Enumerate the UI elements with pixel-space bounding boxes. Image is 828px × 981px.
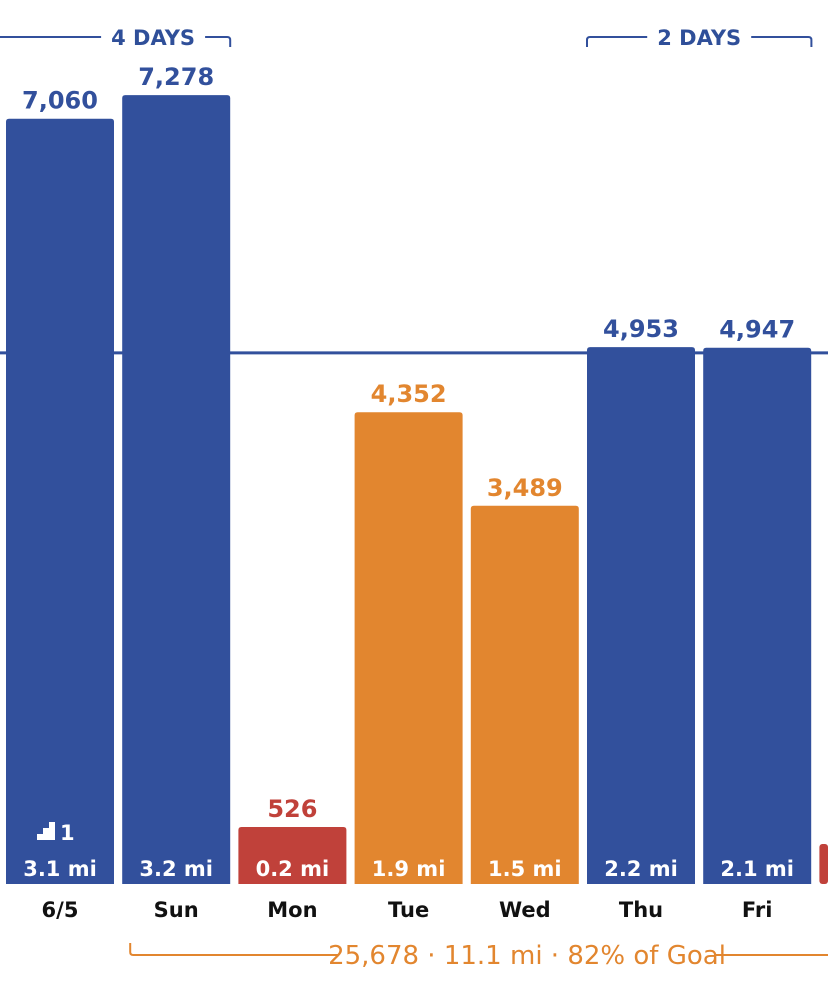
bar: [587, 347, 695, 884]
summary-bracket: [129, 943, 828, 956]
streak-bracket: [0, 36, 232, 47]
bar-value-label: 4,352: [371, 380, 447, 408]
bar-distance-label: 1.5 mi: [488, 857, 562, 881]
streak-bracket: [586, 36, 813, 47]
bar-distance-label: 1.9 mi: [372, 857, 446, 881]
bar-value-label: 4,947: [719, 316, 795, 344]
bar: [703, 347, 812, 884]
bar: [122, 95, 231, 884]
bar-value-label: 4,953: [603, 315, 679, 343]
x-tick-label: Tue: [388, 898, 429, 922]
bar: [238, 826, 347, 884]
bar-distance-label: 2.2 mi: [604, 857, 678, 881]
bar-value-label: 7,278: [138, 63, 214, 91]
flights-count: 1: [60, 821, 75, 845]
x-tick-label: Wed: [499, 898, 551, 922]
bar: [470, 505, 579, 884]
summary-label: 25,678 · 11.1 mi · 82% of Goal: [328, 941, 726, 971]
x-tick-label: Thu: [619, 898, 663, 922]
bar-partial: [819, 844, 828, 884]
x-tick-label: 6/5: [42, 898, 79, 922]
bar: [6, 118, 114, 885]
bar-value-label: 3,489: [487, 474, 563, 502]
bar-distance-label: 0.2 mi: [256, 857, 330, 881]
streak-label: 2 DAYS: [657, 26, 741, 50]
x-tick-label: Mon: [267, 898, 317, 922]
streak-label: 4 DAYS: [111, 26, 195, 50]
stairs-icon: [37, 822, 55, 840]
bar-value-label: 526: [267, 795, 317, 823]
bar: [354, 412, 463, 884]
bar-distance-label: 3.1 mi: [23, 857, 97, 881]
x-tick-label: Sun: [154, 898, 199, 922]
bar-distance-label: 3.2 mi: [139, 857, 213, 881]
bar-value-label: 7,060: [22, 87, 98, 115]
bar-distance-label: 2.1 mi: [720, 857, 794, 881]
x-tick-label: Fri: [742, 898, 773, 922]
